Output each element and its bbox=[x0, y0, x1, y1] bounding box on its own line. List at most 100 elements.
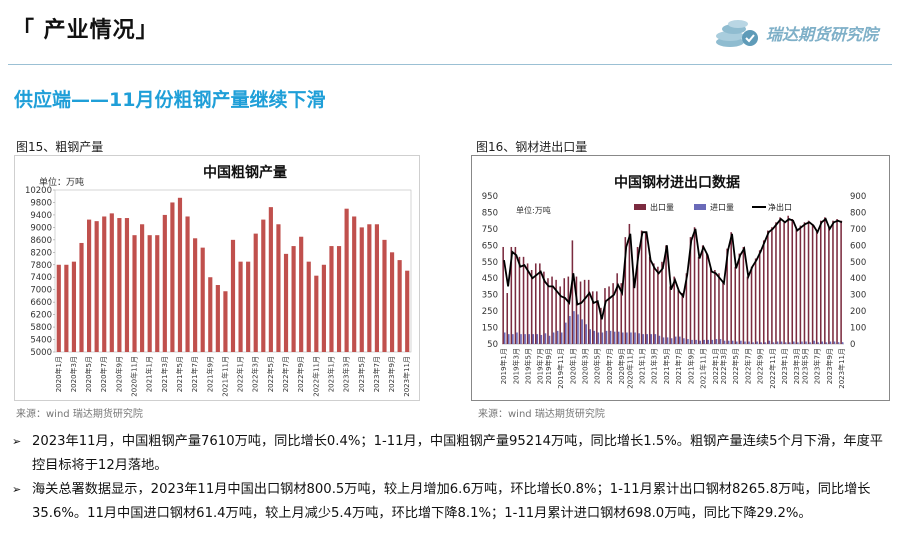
x-tick-label: 2023年11月 bbox=[837, 348, 846, 389]
import-bar bbox=[772, 342, 775, 344]
section-title: 「 产业情况」 bbox=[12, 18, 159, 43]
bar bbox=[132, 235, 137, 352]
export-bar bbox=[710, 268, 712, 344]
export-bar bbox=[534, 263, 537, 344]
bar bbox=[193, 238, 198, 352]
bar bbox=[238, 261, 243, 352]
export-bar bbox=[514, 246, 517, 344]
y-right-tick-label: 300 bbox=[850, 291, 866, 301]
x-tick-label: 2023年11月 bbox=[402, 356, 411, 397]
brand: 瑞达期货研究院 bbox=[714, 18, 878, 48]
export-bar bbox=[799, 225, 802, 344]
export-bar bbox=[502, 246, 504, 344]
import-bar bbox=[617, 331, 620, 344]
export-bar bbox=[567, 276, 570, 344]
export-bar bbox=[644, 232, 647, 344]
y-right-tick-label: 200 bbox=[850, 307, 866, 317]
bar bbox=[299, 236, 304, 352]
import-bar bbox=[536, 334, 539, 344]
y-left-tick-label: 350 bbox=[482, 291, 498, 301]
y-right-tick-label: 900 bbox=[850, 192, 866, 202]
coin-stack-logo-icon bbox=[715, 20, 758, 47]
import-bar bbox=[744, 341, 746, 344]
export-bar bbox=[819, 220, 822, 344]
import-bar bbox=[695, 339, 697, 344]
bullet-text: 海关总署数据显示，2023年11月中国出口钢材800.5万吨，较上月增加6.6万… bbox=[32, 482, 871, 521]
import-bar bbox=[711, 339, 714, 344]
export-bar bbox=[734, 266, 737, 344]
header-divider bbox=[8, 64, 892, 65]
export-bar bbox=[575, 276, 578, 344]
export-bar bbox=[738, 253, 741, 344]
y-left-tick-label: 250 bbox=[482, 307, 498, 317]
import-bar bbox=[703, 339, 706, 344]
export-bar bbox=[771, 227, 773, 344]
export-bar bbox=[787, 215, 789, 344]
export-bar bbox=[795, 228, 798, 344]
bar bbox=[102, 216, 107, 352]
export-bar bbox=[836, 219, 838, 344]
export-bar bbox=[620, 283, 623, 344]
x-tick-label: 2021年3月 bbox=[650, 348, 659, 384]
x-tick-label: 2020年1月 bbox=[54, 356, 63, 392]
bar bbox=[268, 207, 273, 352]
export-bar bbox=[791, 219, 794, 344]
export-bar bbox=[608, 286, 610, 344]
export-bar bbox=[543, 271, 545, 344]
bar bbox=[200, 247, 205, 352]
import-bar bbox=[825, 342, 828, 344]
import-bar bbox=[597, 332, 600, 344]
export-bar bbox=[559, 286, 561, 344]
x-tick-label: 2023年1月 bbox=[326, 356, 335, 392]
x-tick-label: 2020年9月 bbox=[114, 356, 123, 392]
export-bar bbox=[685, 273, 688, 344]
x-tick-label: 2023年9月 bbox=[825, 348, 834, 384]
x-tick-label: 2019年3月 bbox=[511, 348, 520, 384]
x-tick-label: 2021年1月 bbox=[637, 348, 646, 384]
x-tick-label: 2022年1月 bbox=[711, 348, 720, 384]
x-tick-label: 2021年11月 bbox=[220, 356, 229, 397]
import-bar bbox=[622, 332, 624, 344]
y-right-tick-label: 100 bbox=[850, 324, 866, 334]
y-right-tick-label: 600 bbox=[850, 241, 866, 251]
y-left-tick-label: 950 bbox=[482, 192, 498, 202]
x-tick-label: 2023年9月 bbox=[387, 356, 396, 392]
export-bar bbox=[726, 248, 728, 344]
import-bar bbox=[797, 342, 799, 344]
y-right-tick-label: 800 bbox=[850, 208, 866, 218]
y-tick-label: 6200 bbox=[30, 311, 52, 321]
export-bar bbox=[669, 286, 671, 344]
export-bar bbox=[604, 288, 606, 344]
import-bar bbox=[532, 334, 535, 344]
x-tick-label: 2021年3月 bbox=[160, 356, 169, 392]
figure16-source: 来源：wind 瑞达期货研究院 bbox=[478, 409, 605, 420]
bullet-item: ➢ 海关总署数据显示，2023年11月中国出口钢材800.5万吨，较上月增加6.… bbox=[12, 478, 894, 526]
import-bar bbox=[715, 339, 718, 344]
y-tick-label: 9400 bbox=[30, 211, 52, 221]
x-tick-label: 2021年5月 bbox=[662, 348, 671, 384]
export-bar bbox=[612, 283, 614, 344]
export-bar bbox=[624, 237, 627, 344]
bar bbox=[389, 252, 395, 352]
import-bar bbox=[788, 342, 791, 344]
import-bar bbox=[683, 338, 685, 344]
y-left-tick-label: 750 bbox=[482, 225, 498, 235]
chart-title: 中国粗钢产量 bbox=[203, 164, 287, 181]
y-tick-label: 5400 bbox=[30, 336, 52, 346]
bar bbox=[170, 202, 175, 352]
x-tick-label: 2022年9月 bbox=[296, 356, 305, 392]
import-bar bbox=[516, 332, 518, 344]
import-bar bbox=[666, 337, 669, 344]
x-tick-label: 2022年5月 bbox=[731, 348, 740, 384]
figure16-label: 图16、钢材进出口量 bbox=[476, 140, 588, 154]
bar bbox=[329, 246, 334, 352]
export-bar bbox=[681, 293, 684, 344]
bar bbox=[185, 216, 190, 352]
import-bar bbox=[626, 332, 628, 344]
import-bar bbox=[613, 331, 616, 344]
export-bar bbox=[811, 223, 814, 344]
y-right-tick-label: 500 bbox=[850, 258, 866, 268]
bar bbox=[321, 264, 326, 352]
export-bar bbox=[758, 250, 761, 344]
